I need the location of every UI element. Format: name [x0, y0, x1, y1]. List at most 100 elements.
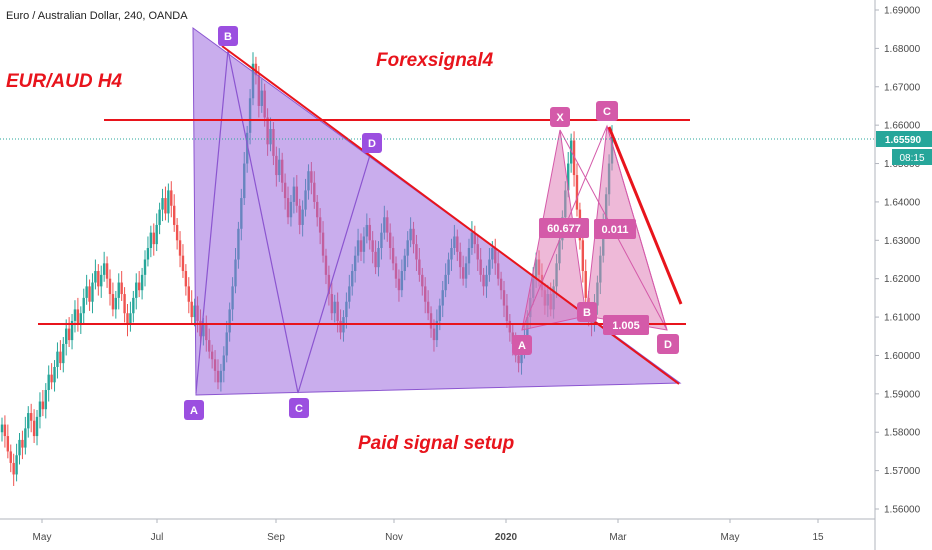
svg-text:C: C: [295, 403, 303, 415]
candle-body: [97, 271, 100, 287]
last-price-tag: 1.65590: [876, 131, 932, 147]
candle-body: [114, 297, 118, 310]
harmonic-label-c: C: [596, 101, 618, 121]
time-tick-label: 15: [812, 532, 824, 543]
time-tick-label: 2020: [495, 532, 518, 543]
price-tick-label: 1.60000: [884, 351, 921, 362]
candle-body: [155, 224, 158, 245]
candle-body: [47, 374, 50, 391]
svg-text:C: C: [603, 106, 611, 118]
price-tick-label: 1.58000: [884, 428, 921, 439]
candle-body: [129, 313, 132, 325]
price-tick-label: 1.68000: [884, 44, 921, 55]
candle-body: [581, 240, 585, 272]
candle-body: [53, 366, 56, 383]
candle-body: [27, 413, 30, 429]
candle-body: [164, 198, 167, 214]
candle-body: [3, 424, 7, 437]
ratio-label-bcd: 1.005: [603, 315, 649, 335]
candle-body: [175, 224, 179, 241]
candle-body: [24, 428, 27, 448]
candle-body: [67, 328, 71, 341]
candle-body: [584, 271, 587, 298]
harmonic-label-d: D: [657, 334, 679, 354]
price-tick-label: 1.69000: [884, 6, 921, 17]
price-tick-label: 1.63000: [884, 236, 921, 247]
candle-body: [88, 286, 91, 302]
candle-body: [44, 390, 47, 410]
time-tick-label: Jul: [151, 532, 164, 543]
candle-body: [173, 205, 176, 225]
price-tick-label: 1.62000: [884, 274, 921, 285]
pair-annotation: EUR/AUD H4: [6, 71, 123, 92]
harmonic-label-x: X: [550, 107, 570, 127]
candle-body: [41, 401, 45, 410]
candle-body: [158, 209, 161, 225]
candle-body: [76, 309, 80, 325]
brand-annotation: Forexsignal4: [376, 50, 494, 71]
candle-body: [149, 232, 153, 248]
price-tick-label: 1.57000: [884, 466, 921, 477]
candle-body: [21, 439, 24, 448]
bearish-projection-line[interactable]: [607, 126, 683, 305]
svg-text:X: X: [556, 112, 564, 124]
svg-text:B: B: [224, 31, 232, 43]
triangle-abcd-path: [195, 49, 371, 394]
candle-body: [94, 271, 97, 283]
candle-body: [32, 420, 36, 437]
svg-text:D: D: [664, 339, 672, 351]
candle-body: [254, 63, 258, 76]
candle-body: [135, 282, 138, 298]
candle-body: [190, 301, 193, 318]
candle-body: [123, 294, 126, 314]
svg-text:60.677: 60.677: [547, 223, 581, 235]
candle-body: [12, 462, 15, 475]
candle-body: [117, 282, 120, 298]
svg-text:0.011: 0.011: [602, 224, 629, 236]
candle-body: [18, 439, 21, 456]
footer-annotation: Paid signal setup: [358, 433, 514, 454]
time-axis[interactable]: May Jul Sep Nov 2020 Mar May 15: [0, 518, 932, 550]
candle-body: [167, 190, 170, 214]
svg-text:08:15: 08:15: [899, 153, 924, 164]
candle-body: [170, 190, 173, 206]
candle-body: [572, 140, 576, 176]
point-label-a: A: [184, 400, 204, 420]
harmonic-label-b: B: [577, 302, 597, 322]
descending-trendline[interactable]: [221, 45, 680, 385]
candle-body: [161, 198, 164, 210]
candle-body: [187, 286, 190, 302]
candle-body: [82, 297, 85, 314]
point-label-b: B: [218, 26, 238, 46]
harmonic-label-a: A: [512, 335, 532, 355]
candle-body: [137, 282, 141, 291]
candle-body: [79, 313, 83, 325]
candle-body: [143, 259, 147, 275]
price-axis[interactable]: 1.690001.680001.670001.660001.650001.640…: [874, 0, 932, 519]
candle-body: [38, 401, 42, 417]
candle-body: [575, 175, 579, 210]
time-tick-label: May: [721, 532, 740, 543]
svg-text:A: A: [190, 405, 198, 417]
candle-body: [105, 263, 109, 279]
point-label-d: D: [362, 133, 382, 153]
candle-body: [108, 278, 112, 295]
countdown-tag: 08:15: [892, 149, 932, 165]
price-tick-label: 1.64000: [884, 197, 921, 208]
candle-body: [569, 140, 573, 164]
candle-body: [15, 455, 18, 475]
candle-body: [140, 274, 144, 291]
svg-text:B: B: [583, 307, 591, 319]
candle-body: [29, 413, 33, 421]
candle-body: [181, 255, 185, 272]
time-tick-label: Nov: [385, 532, 403, 543]
price-tick-label: 1.61000: [884, 313, 921, 324]
ratio-label-xab: 60.677: [539, 218, 589, 238]
candle-body: [50, 374, 53, 383]
candle-body: [73, 309, 77, 321]
candle-body: [35, 416, 39, 437]
candle-body: [193, 305, 196, 318]
candle-body: [146, 247, 150, 260]
candle-body: [100, 274, 103, 287]
